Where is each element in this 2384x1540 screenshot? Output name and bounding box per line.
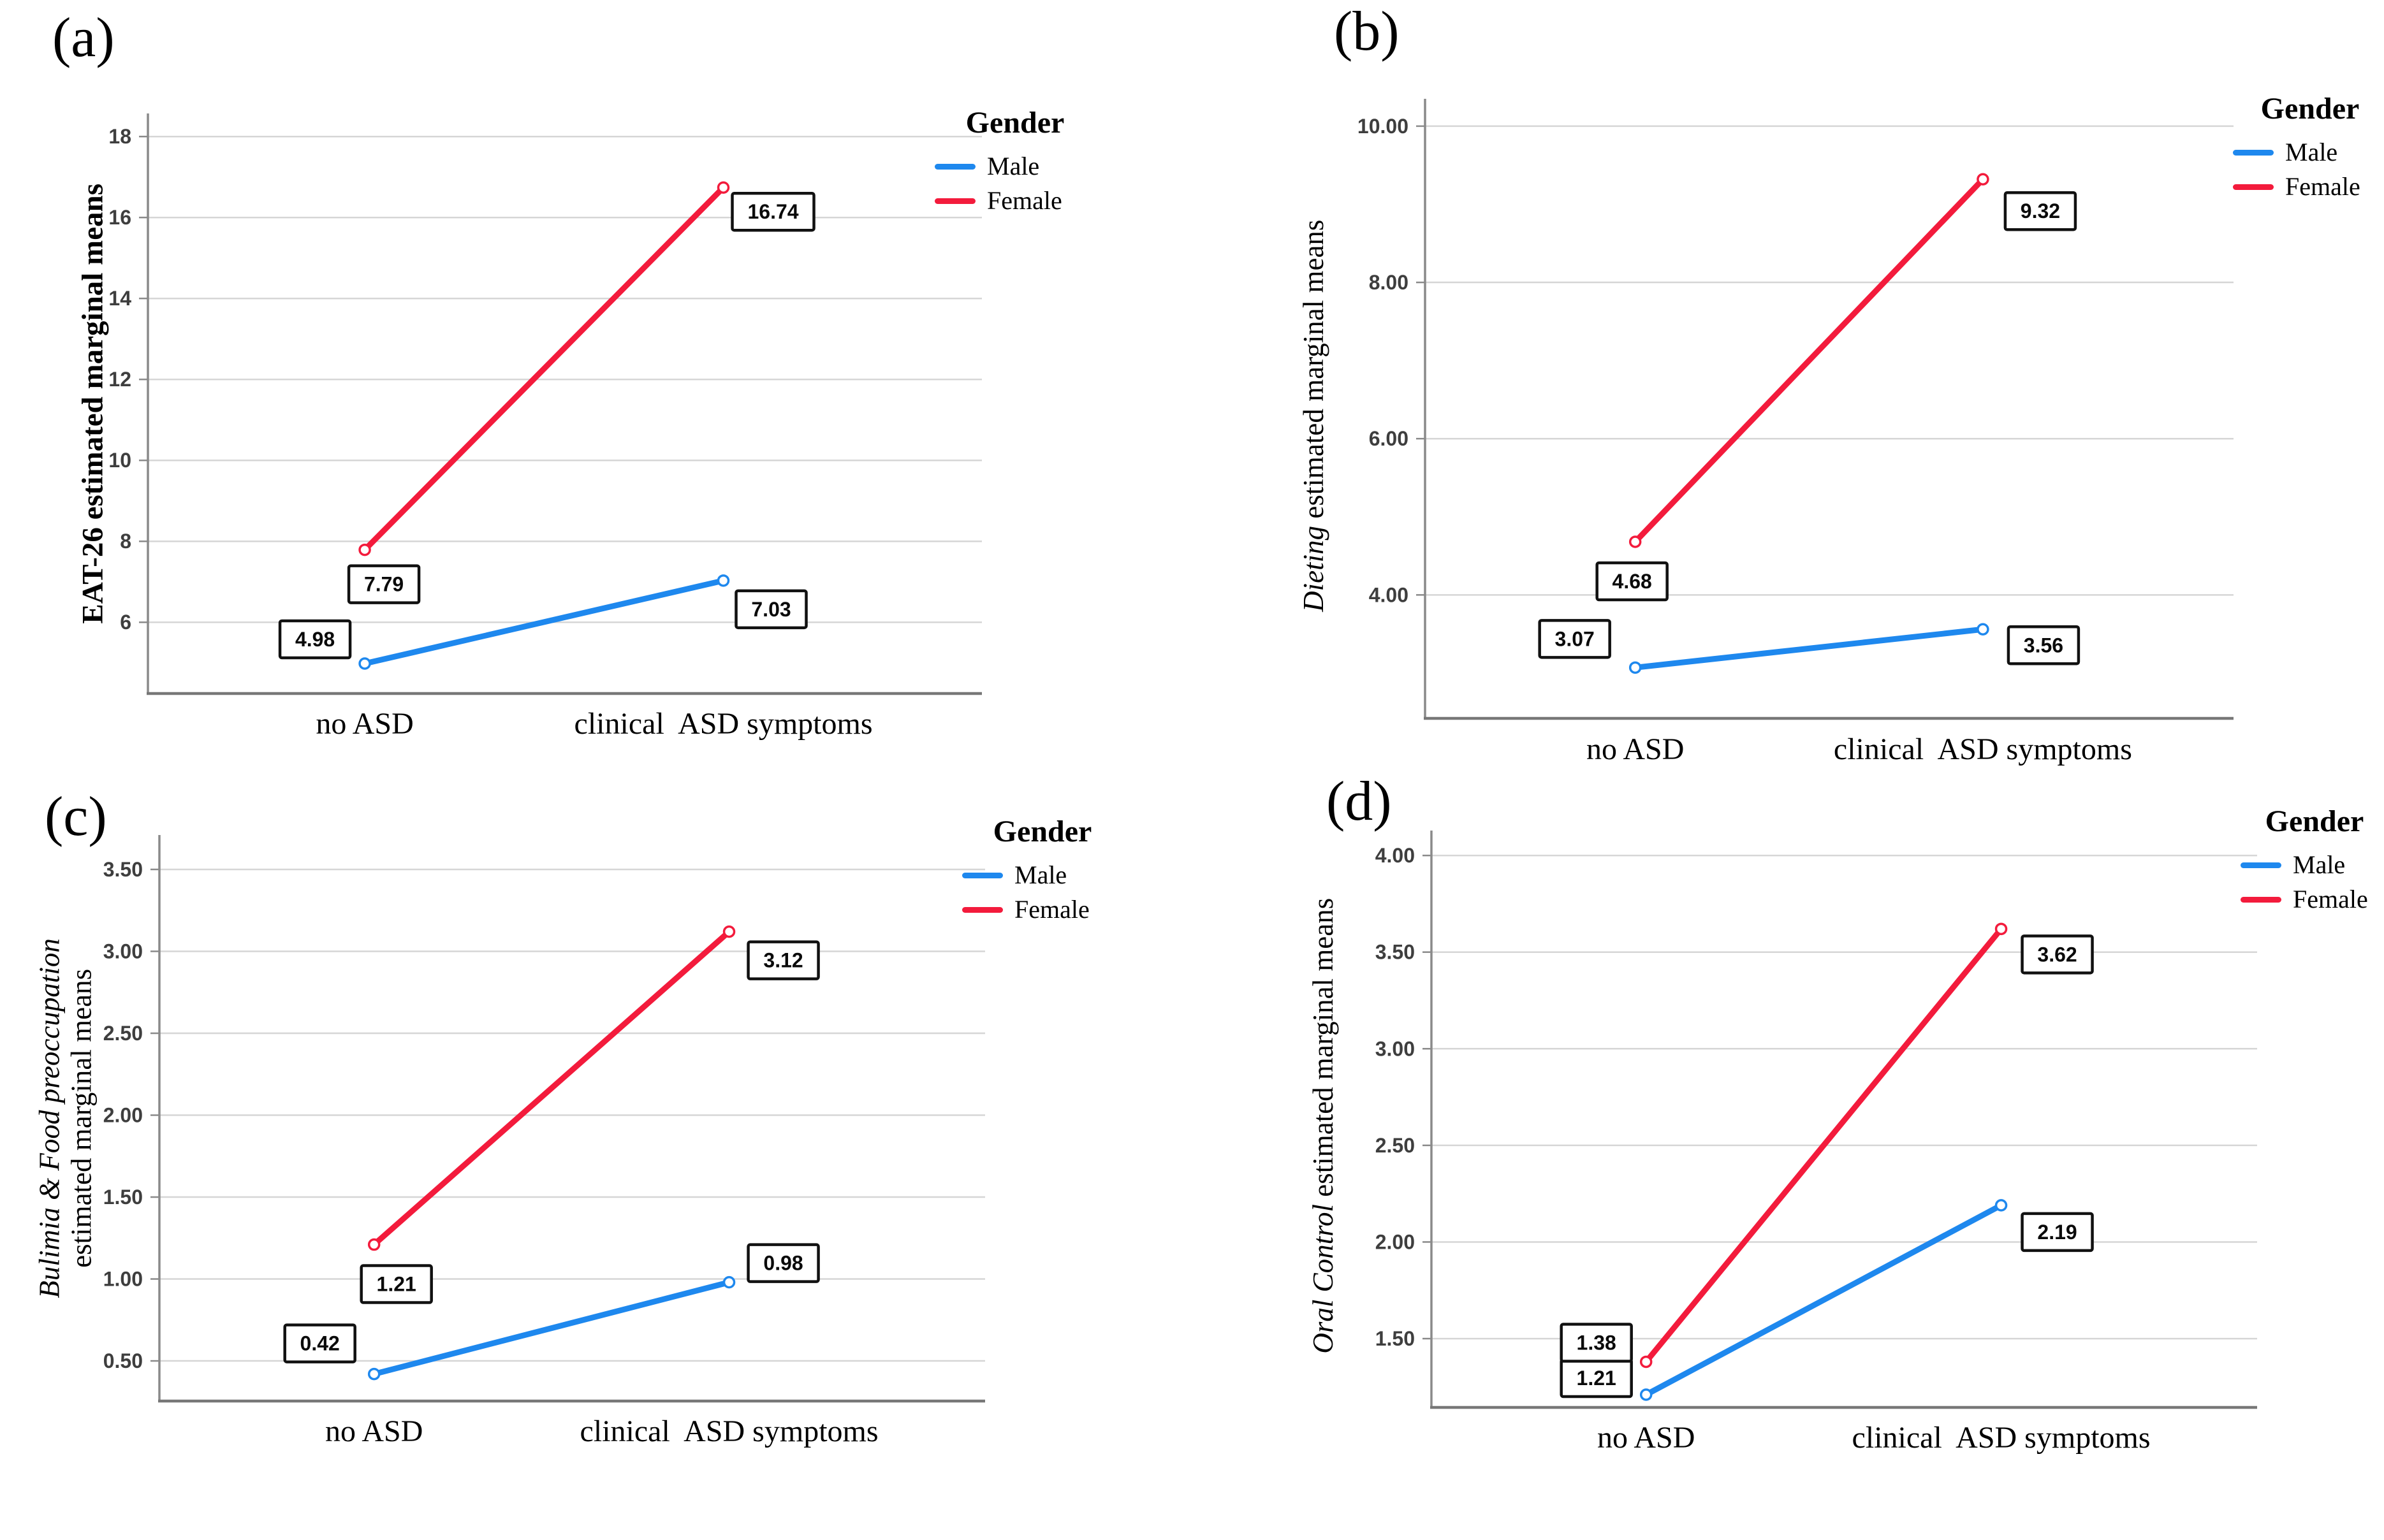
legend-item-female: Female	[962, 896, 1125, 923]
legend-item-male: Male	[2233, 139, 2384, 166]
svg-text:0.98: 0.98	[763, 1252, 803, 1275]
legend-b: Gender Male Female	[2230, 92, 2384, 208]
svg-text:1.21: 1.21	[377, 1273, 416, 1296]
svg-text:4.00: 4.00	[1375, 844, 1415, 867]
panel-label-a: (a)	[52, 7, 115, 69]
legend-title: Gender	[965, 106, 1065, 140]
svg-text:8: 8	[120, 530, 131, 553]
svg-text:1.50: 1.50	[103, 1186, 143, 1209]
x-axis-label-d-no-asd: no ASD	[1597, 1421, 1695, 1455]
svg-text:3.07: 3.07	[1555, 627, 1595, 650]
svg-text:1.50: 1.50	[1375, 1327, 1415, 1350]
male-line-swatch-icon	[2241, 862, 2281, 868]
x-axis-label-c-no-asd: no ASD	[325, 1414, 423, 1448]
svg-text:8.00: 8.00	[1369, 271, 1408, 294]
svg-text:12: 12	[108, 368, 131, 391]
legend-item-female: Female	[935, 187, 1098, 214]
svg-text:3.00: 3.00	[1375, 1037, 1415, 1060]
x-axis-label-c-clinical: clinical ASD symptoms	[580, 1414, 879, 1448]
svg-text:10.00: 10.00	[1357, 115, 1408, 138]
svg-text:1.00: 1.00	[103, 1268, 143, 1291]
svg-text:10: 10	[108, 449, 131, 472]
x-axis-label-a-clinical: clinical ASD symptoms	[574, 707, 873, 741]
legend-item-label: Male	[1014, 861, 1067, 890]
svg-text:0.42: 0.42	[300, 1332, 340, 1355]
svg-text:2.19: 2.19	[2037, 1221, 2077, 1244]
svg-text:2.50: 2.50	[1375, 1134, 1415, 1157]
x-axis-label-b-no-asd: no ASD	[1586, 732, 1685, 766]
panel-label-d: (d)	[1326, 771, 1392, 832]
legend-title: Gender	[2265, 804, 2364, 838]
female-line-swatch-icon	[2241, 896, 2281, 903]
svg-text:3.00: 3.00	[103, 940, 143, 962]
y-axis-title-a: EAT-26 estimated marginal means	[76, 183, 110, 624]
svg-text:2.50: 2.50	[103, 1022, 143, 1045]
x-axis-label-a-no-asd: no ASD	[316, 707, 414, 741]
svg-text:16.74: 16.74	[747, 200, 798, 223]
svg-text:3.50: 3.50	[103, 858, 143, 881]
svg-text:2.00: 2.00	[1375, 1230, 1415, 1253]
chart-canvas: 18 16 14 12 10 8 6 4.98 7.03 7.79 16.74 10.00 8.00 6.…	[103, 99, 2257, 1409]
legend-d: Gender Male Female	[2238, 804, 2384, 920]
panel-label-c: (c)	[45, 786, 107, 848]
legend-item-label: Male	[2293, 850, 2346, 880]
male-line-swatch-icon	[935, 163, 976, 170]
svg-text:1.21: 1.21	[1577, 1367, 1616, 1390]
legend-item-male: Male	[962, 862, 1125, 889]
male-line-swatch-icon	[2233, 149, 2274, 156]
legend-title: Gender	[993, 815, 1092, 848]
y-axis-title-c: Bulimia & Food preoccupation estimated ma…	[33, 938, 98, 1298]
legend-item-female: Female	[2233, 173, 2384, 200]
legend-item-label: Male	[2285, 138, 2338, 167]
svg-text:18: 18	[108, 125, 131, 148]
legend-item-label: Female	[2293, 885, 2368, 914]
svg-text:1.38: 1.38	[1577, 1331, 1616, 1354]
male-line-swatch-icon	[962, 872, 1003, 878]
svg-text:0.50: 0.50	[103, 1349, 143, 1372]
legend-c: Gender Male Female	[960, 815, 1125, 931]
female-line-swatch-icon	[962, 906, 1003, 913]
y-axis-title-b: Dieting estimated marginal means	[1297, 219, 1329, 612]
legend-item-female: Female	[2241, 886, 2384, 913]
svg-text:14: 14	[108, 287, 131, 310]
legend-item-label: Female	[987, 186, 1062, 215]
legend-item-label: Female	[2285, 172, 2360, 201]
legend-item-label: Male	[987, 152, 1040, 181]
y-axis-title-d: Oral Control estimated marginal means	[1306, 897, 1339, 1354]
svg-text:3.12: 3.12	[763, 949, 803, 972]
panel-label-b: (b)	[1334, 1, 1400, 62]
svg-text:4.98: 4.98	[295, 628, 335, 651]
svg-text:6: 6	[120, 611, 131, 634]
female-line-swatch-icon	[2233, 184, 2274, 190]
svg-text:3.62: 3.62	[2037, 943, 2077, 966]
svg-text:4.00: 4.00	[1369, 583, 1408, 606]
x-axis-label-d-clinical: clinical ASD symptoms	[1852, 1421, 2151, 1455]
svg-text:3.56: 3.56	[2024, 634, 2063, 657]
svg-text:7.79: 7.79	[364, 573, 404, 596]
legend-item-label: Female	[1014, 895, 1090, 924]
svg-text:16: 16	[108, 206, 131, 229]
svg-text:2.00: 2.00	[103, 1104, 143, 1127]
svg-text:7.03: 7.03	[751, 598, 791, 621]
x-axis-label-b-clinical: clinical ASD symptoms	[1833, 732, 2132, 766]
svg-text:3.50: 3.50	[1375, 941, 1415, 964]
legend-title: Gender	[2260, 92, 2360, 126]
svg-text:4.68: 4.68	[1612, 570, 1652, 593]
legend-item-male: Male	[935, 153, 1098, 180]
legend-a: Gender Male Female	[932, 106, 1098, 222]
female-line-swatch-icon	[935, 198, 976, 204]
svg-text:6.00: 6.00	[1369, 427, 1408, 450]
svg-text:9.32: 9.32	[2021, 200, 2060, 222]
legend-item-male: Male	[2241, 852, 2384, 878]
